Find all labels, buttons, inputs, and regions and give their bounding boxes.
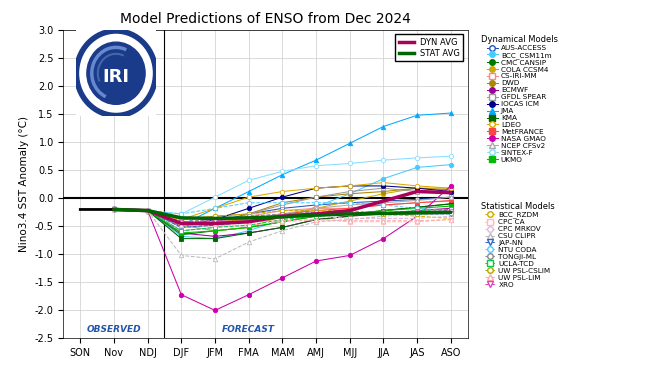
Legend: BCC_RZDM, CPC CA, CPC MRKOV, CSU CLIPR, JAP-NN, NTU CODA, TONGji-ML, UCLA-TCD, U: BCC_RZDM, CPC CA, CPC MRKOV, CSU CLIPR, … [480, 200, 556, 289]
Text: FORECAST: FORECAST [222, 324, 275, 334]
Y-axis label: Nino3.4 SST Anomaly (°C): Nino3.4 SST Anomaly (°C) [19, 116, 29, 252]
Title: Model Predictions of ENSO from Dec 2024: Model Predictions of ENSO from Dec 2024 [120, 12, 411, 26]
Text: OBSERVED: OBSERVED [87, 324, 142, 334]
